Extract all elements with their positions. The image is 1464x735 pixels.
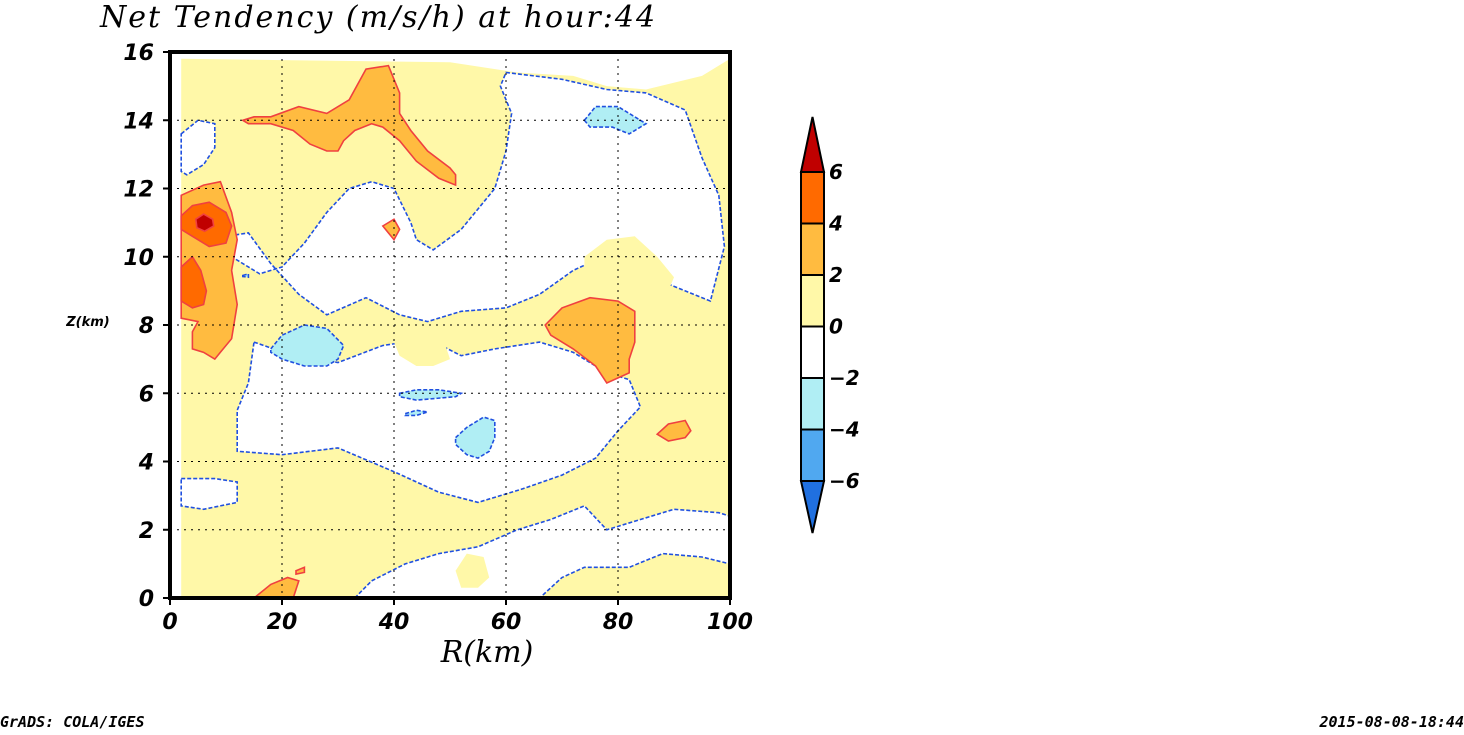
colorbar-segment — [800, 171, 825, 225]
contour-region-22 — [398, 388, 464, 401]
y-axis-label: Z(km) — [65, 315, 110, 330]
y-tick-label: 0 — [139, 587, 154, 612]
contour-region-4 — [353, 504, 730, 598]
contour-region-25 — [242, 272, 250, 279]
x-tick-label: 0 — [162, 610, 177, 635]
colorbar-top-arrow — [799, 116, 826, 173]
contour-region-18 — [180, 255, 208, 309]
x-tick-label: 60 — [491, 610, 522, 635]
colorbar-label: 0 — [829, 315, 843, 339]
y-tick-label: 6 — [139, 382, 154, 407]
y-tick-label: 8 — [139, 314, 154, 339]
contour-region-5 — [180, 477, 238, 511]
footer-right: 2015-08-08-18:44 — [1319, 713, 1464, 731]
contour-field — [170, 52, 730, 598]
contour-region-11 — [240, 64, 457, 187]
contour-region-23 — [454, 416, 496, 459]
colorbar-label: −4 — [829, 418, 860, 442]
colorbar-bottom-arrow — [799, 480, 826, 534]
y-tick-label: 10 — [123, 246, 154, 271]
footer-left: GrADS: COLA/IGES — [0, 713, 145, 731]
colorbar-segment — [800, 428, 825, 482]
contour-region-15 — [252, 576, 300, 598]
y-tick-label: 14 — [123, 109, 154, 134]
contour-region-2 — [225, 71, 726, 323]
y-tick-label: 12 — [123, 178, 154, 203]
colorbar-segment — [800, 325, 825, 379]
colorbar: 6 4 2 0 −2 −4 −6 — [799, 116, 860, 534]
y-axis: 0 2 4 6 8 10 12 14 16 — [123, 41, 170, 612]
x-axis-label: R(km) — [440, 635, 534, 670]
chart-title: Net Tendency (m/s/h) at hour:44 — [99, 0, 657, 35]
x-axis: 0 20 40 60 80 100 — [162, 598, 753, 635]
colorbar-label: −6 — [829, 469, 860, 493]
y-tick-label: 2 — [139, 519, 154, 544]
contour-region-14 — [381, 218, 401, 242]
colorbar-label: −2 — [829, 366, 860, 390]
contour-region-13 — [655, 419, 692, 442]
contour-region-12 — [544, 296, 636, 385]
colorbar-segment — [800, 274, 825, 328]
colorbar-label: 2 — [829, 263, 843, 287]
y-tick-label: 16 — [123, 41, 154, 66]
x-tick-label: 80 — [603, 610, 634, 635]
colorbar-segment — [800, 377, 825, 431]
x-tick-label: 20 — [267, 610, 298, 635]
grid-lines — [170, 52, 730, 598]
y-tick-label: 4 — [138, 451, 154, 476]
x-tick-label: 100 — [707, 610, 753, 635]
contour-region-9 — [455, 553, 490, 588]
contour-region-21 — [269, 324, 345, 367]
contour-region-6 — [180, 119, 216, 176]
contour-region-24 — [404, 409, 428, 417]
x-tick-label: 40 — [378, 610, 410, 635]
colorbar-label: 6 — [829, 160, 843, 184]
colorbar-label: 4 — [828, 212, 843, 236]
contour-region-20 — [583, 105, 648, 135]
contour-region-19 — [194, 213, 215, 233]
contour-region-8 — [394, 325, 450, 366]
contour-region-16 — [295, 566, 306, 576]
colorbar-segment — [800, 222, 825, 276]
